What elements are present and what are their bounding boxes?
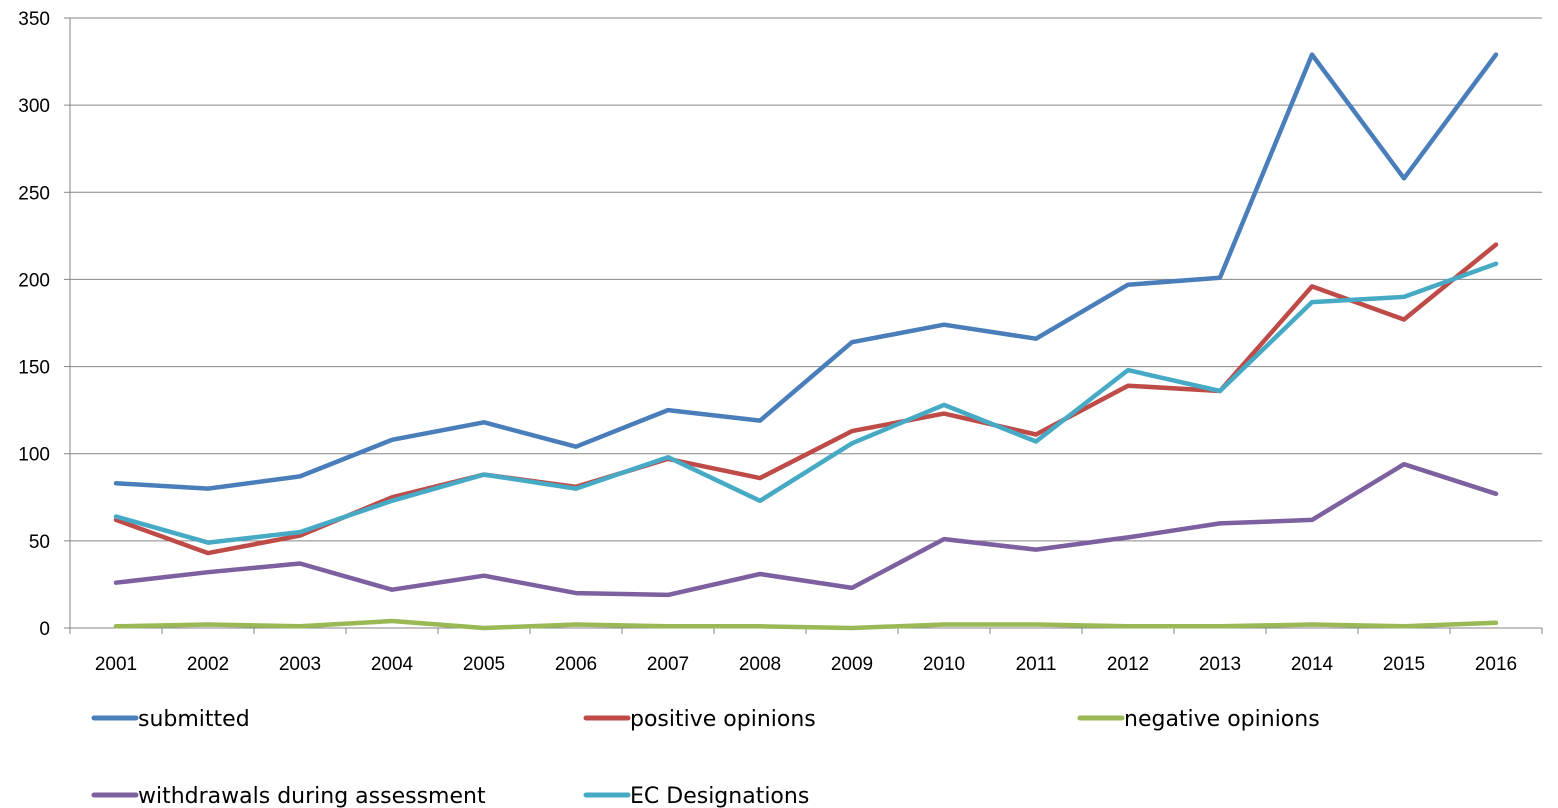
series-line-submitted <box>113 52 1499 491</box>
legend-label: negative opinions <box>1124 707 1320 732</box>
legend-label: positive opinions <box>630 707 816 732</box>
series-line-withdrawals-during-assessment <box>113 461 1499 598</box>
x-tick-label: 2012 <box>1107 654 1149 675</box>
x-tick-label: 2002 <box>187 654 229 675</box>
series-line-ec-designations <box>113 261 1499 545</box>
y-tick-label: 300 <box>18 96 50 117</box>
y-tick-label: 250 <box>18 183 50 204</box>
x-tick-label: 2011 <box>1016 654 1057 675</box>
legend-label: submitted <box>138 707 250 732</box>
legend-label: withdrawals during assessment <box>138 784 486 808</box>
legend-item-negative-opinions: negative opinions <box>1077 707 1320 732</box>
legend-item-positive-opinions: positive opinions <box>583 707 816 732</box>
x-tick-label: 2008 <box>739 654 781 675</box>
legend-item-withdrawals-during-assessment: withdrawals during assessment <box>91 784 486 808</box>
x-tick-label: 2001 <box>95 654 137 675</box>
x-tick-label: 2009 <box>831 654 873 675</box>
x-tick-label: 2003 <box>279 654 321 675</box>
legend-item-submitted: submitted <box>91 707 250 732</box>
y-tick-label: 50 <box>29 532 50 553</box>
series-line-positive-opinions <box>113 242 1499 556</box>
x-tick-labels: 2001 2002 2003 2004 2005 2006 2007 2008 2009 2010… <box>95 654 1517 675</box>
series-lines <box>113 52 1499 631</box>
y-tick-label: 0 <box>39 619 50 640</box>
y-tick-label: 350 <box>18 9 50 30</box>
x-tick-label: 2007 <box>647 654 689 675</box>
x-tick-label: 2014 <box>1291 654 1334 675</box>
gridlines <box>70 17 1542 542</box>
x-tick-label: 2006 <box>555 654 597 675</box>
x-tick-label: 2016 <box>1475 654 1517 675</box>
y-tick-label: 100 <box>18 445 50 466</box>
series-line-negative-opinions <box>113 618 1499 631</box>
x-tick-label: 2015 <box>1383 654 1425 675</box>
y-tick-label: 200 <box>18 270 50 291</box>
legend-label: EC Designations <box>630 784 809 808</box>
legend: submitted positive opinions negative opini… <box>91 707 1320 808</box>
y-tick-labels: 0 50 100 150 200 250 300 350 <box>18 9 50 640</box>
y-tick-label: 150 <box>18 358 50 379</box>
axes <box>64 17 1543 634</box>
x-tick-label: 2004 <box>371 654 414 675</box>
x-tick-label: 2013 <box>1199 654 1241 675</box>
x-tick-label: 2005 <box>463 654 505 675</box>
legend-item-ec-designations: EC Designations <box>583 784 809 808</box>
x-tick-label: 2010 <box>923 654 965 675</box>
